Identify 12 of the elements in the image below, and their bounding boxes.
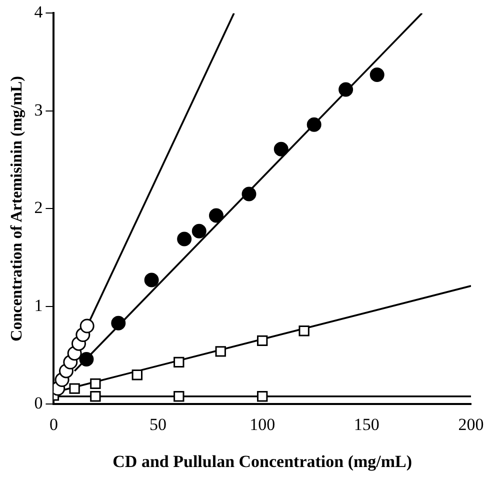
y-tick-label: 4 xyxy=(34,2,44,22)
x-tick-label: 100 xyxy=(250,414,276,434)
x-tick-label: 0 xyxy=(49,414,58,434)
x-tick-label: 150 xyxy=(354,414,380,434)
x-axis-title: CD and Pullulan Concentration (mg/mL) xyxy=(112,452,412,472)
x-tick-label: 200 xyxy=(458,414,484,434)
y-tick-label: 0 xyxy=(34,394,43,413)
y-tick-label: 2 xyxy=(34,198,43,218)
y-axis-title: Concentration of Artemisinin (mg/mL) xyxy=(8,76,26,342)
y-tick-label: 3 xyxy=(34,100,43,120)
y-tick-label: 1 xyxy=(34,296,43,315)
x-tick-label: 50 xyxy=(150,414,167,434)
